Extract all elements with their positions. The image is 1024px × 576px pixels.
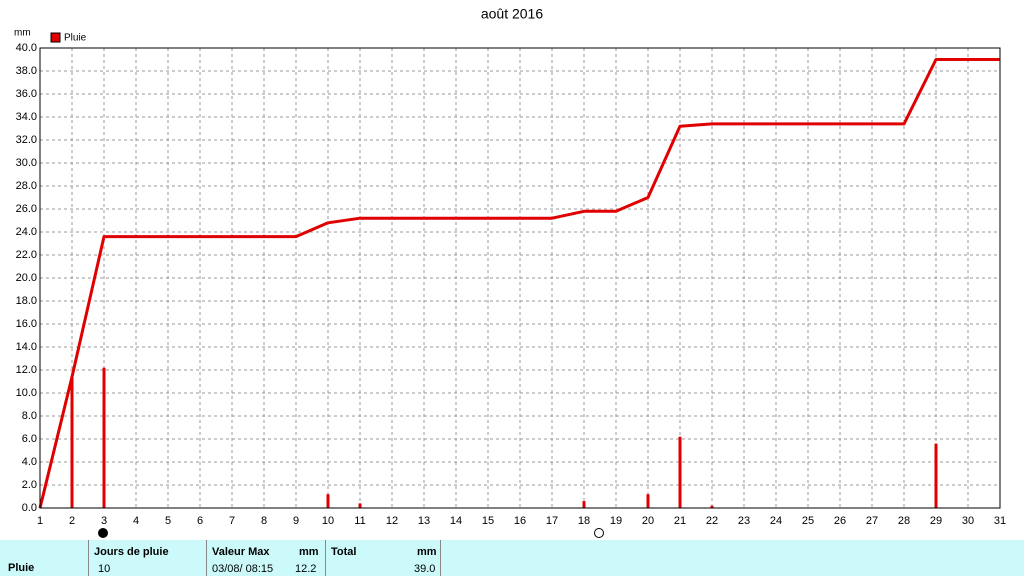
x-tick-label: 31 xyxy=(994,515,1006,527)
separator xyxy=(206,540,207,576)
y-tick-label: 4.0 xyxy=(22,456,37,468)
bar xyxy=(102,367,106,508)
column-unit: mm xyxy=(299,546,319,558)
x-tick-label: 30 xyxy=(962,515,974,527)
x-tick-label: 25 xyxy=(802,515,814,527)
x-tick-label: 16 xyxy=(514,515,526,527)
x-tick-label: 17 xyxy=(546,515,558,527)
y-axis-label: mm xyxy=(14,28,31,39)
x-tick-label: 5 xyxy=(165,515,171,527)
chart-title: août 2016 xyxy=(481,6,543,22)
y-tick-label: 30.0 xyxy=(16,157,37,169)
y-tick-label: 38.0 xyxy=(16,65,37,77)
x-tick-label: 27 xyxy=(866,515,878,527)
x-tick-label: 19 xyxy=(610,515,622,527)
x-tick-label: 29 xyxy=(930,515,942,527)
bar xyxy=(326,494,330,508)
y-tick-label: 26.0 xyxy=(16,203,37,215)
x-tick-label: 1 xyxy=(37,515,43,527)
y-tick-label: 6.0 xyxy=(22,433,37,445)
y-tick-label: 20.0 xyxy=(16,272,37,284)
x-tick-label: 4 xyxy=(133,515,139,527)
cell: 39.0 xyxy=(414,563,436,575)
separator xyxy=(88,540,89,576)
bar xyxy=(934,443,938,508)
y-tick-label: 32.0 xyxy=(16,134,37,146)
x-tick-label: 18 xyxy=(578,515,590,527)
bar xyxy=(582,501,586,508)
y-tick-label: 14.0 xyxy=(16,341,37,353)
x-tick-label: 23 xyxy=(738,515,750,527)
legend-label: Pluie xyxy=(64,33,87,44)
moon-full-icon xyxy=(98,528,108,538)
x-tick-label: 11 xyxy=(354,515,365,527)
x-tick-label: 14 xyxy=(450,515,462,527)
x-tick-label: 28 xyxy=(898,515,910,527)
x-tick-label: 22 xyxy=(706,515,718,527)
column-title: Jours de pluie xyxy=(94,546,169,558)
y-tick-label: 34.0 xyxy=(16,111,37,123)
x-tick-label: 2 xyxy=(69,515,75,527)
bar xyxy=(710,505,714,508)
bar xyxy=(646,494,650,508)
moon-new-icon xyxy=(594,528,604,538)
legend-swatch xyxy=(50,32,61,43)
bar xyxy=(70,376,74,508)
x-tick-label: 7 xyxy=(229,515,235,527)
y-tick-label: 28.0 xyxy=(16,180,37,192)
x-tick-label: 9 xyxy=(293,515,299,527)
x-tick-label: 6 xyxy=(197,515,203,527)
bar xyxy=(358,503,362,508)
y-tick-label: 40.0 xyxy=(16,42,37,54)
y-tick-label: 10.0 xyxy=(16,387,37,399)
y-tick-label: 22.0 xyxy=(16,249,37,261)
column-title: Valeur Max xyxy=(212,546,270,558)
x-tick-label: 10 xyxy=(322,515,334,527)
y-tick-label: 36.0 xyxy=(16,88,37,100)
column-title: Total xyxy=(331,546,357,558)
plot-frame xyxy=(39,47,1001,509)
y-tick-label: 8.0 xyxy=(22,410,37,422)
x-tick-label: 15 xyxy=(482,515,494,527)
y-tick-label: 2.0 xyxy=(22,479,37,491)
separator xyxy=(440,540,441,576)
y-tick-label: 24.0 xyxy=(16,226,37,238)
y-tick-label: 16.0 xyxy=(16,318,37,330)
column-unit: mm xyxy=(417,546,437,558)
cumulative-line xyxy=(38,58,1000,509)
x-tick-label: 21 xyxy=(674,515,686,527)
x-tick-label: 26 xyxy=(834,515,846,527)
cell: 10 xyxy=(98,563,111,575)
cell: 03/08/ 08:15 xyxy=(212,563,274,575)
x-tick-label: 20 xyxy=(642,515,654,527)
x-tick-label: 3 xyxy=(101,515,107,527)
y-tick-label: 18.0 xyxy=(16,295,37,307)
x-tick-label: 12 xyxy=(386,515,398,527)
row-label: Pluie xyxy=(8,562,35,574)
bar xyxy=(678,436,682,508)
y-tick-label: 12.0 xyxy=(16,364,37,376)
y-tick-label: 0.0 xyxy=(22,502,37,514)
x-tick-label: 8 xyxy=(261,515,267,527)
summary-table: Pluie Jours de pluie 10 Valeur Max mm 03… xyxy=(0,540,1024,576)
x-tick-label: 24 xyxy=(770,515,782,527)
chart: août 2016 mm Pluie 0.02.04.06.08.010.012… xyxy=(14,6,1006,538)
separator xyxy=(325,540,326,576)
x-tick-label: 13 xyxy=(418,515,430,527)
cell: 12.2 xyxy=(295,563,317,575)
